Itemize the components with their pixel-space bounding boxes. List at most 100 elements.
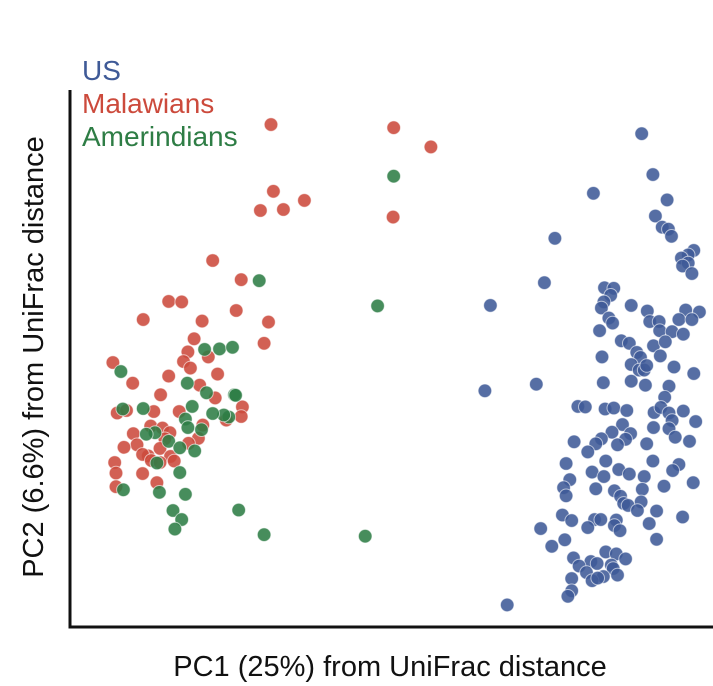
point-us-117	[649, 532, 664, 547]
point-us-83	[598, 453, 614, 469]
point-amerindians-9	[228, 388, 243, 403]
point-malawians-4	[297, 193, 312, 208]
point-us-81	[682, 434, 697, 449]
point-us-48	[666, 359, 682, 375]
point-us-41	[594, 349, 610, 365]
point-malawians-20	[105, 355, 121, 370]
point-us-105	[649, 503, 664, 519]
point-us-78	[610, 437, 625, 453]
point-us-39	[676, 326, 691, 342]
point-amerindians-3	[197, 342, 212, 357]
point-us-74	[566, 434, 582, 450]
point-malawians-25	[125, 375, 140, 391]
point-us-91	[596, 469, 612, 484]
point-amerindians-21	[139, 426, 154, 442]
point-malawians-2	[423, 139, 439, 155]
point-amerindians-34	[256, 527, 272, 543]
point-us-131	[610, 567, 625, 583]
point-malawians-10	[161, 294, 176, 309]
point-amerindians-18	[180, 420, 196, 435]
point-us-0	[634, 126, 650, 141]
point-us-134	[590, 570, 606, 586]
point-malawians-9	[233, 272, 249, 288]
point-us-3	[659, 192, 675, 208]
point-amerindians-7	[180, 375, 195, 391]
point-malawians-8	[205, 253, 220, 268]
point-amerindians-33	[167, 521, 183, 537]
point-amerindians-4	[212, 341, 227, 357]
point-us-51	[596, 375, 611, 391]
point-us-79	[580, 444, 596, 460]
point-amerindians-23	[172, 440, 188, 456]
point-us-1	[645, 167, 661, 182]
point-us-7	[664, 229, 679, 244]
point-us-96	[635, 482, 650, 497]
legend-entry-malawians: Malawians	[82, 88, 214, 119]
point-us-30	[671, 312, 687, 327]
point-amerindians-1	[251, 273, 267, 289]
point-us-53	[638, 377, 653, 393]
point-us-113	[593, 512, 609, 527]
point-us-27	[605, 315, 620, 331]
point-malawians-11	[174, 294, 189, 310]
point-us-21	[483, 298, 498, 313]
point-us-34	[592, 323, 607, 339]
point-malawians-24	[210, 366, 225, 382]
point-malawians-52	[166, 453, 182, 469]
point-us-55	[686, 366, 702, 381]
point-amerindians-12	[135, 401, 151, 416]
point-us-8	[547, 231, 563, 246]
legend-entry-us: US	[82, 55, 121, 86]
point-us-107	[564, 513, 580, 528]
point-malawians-38	[233, 409, 249, 424]
point-amerindians-2	[370, 298, 385, 314]
point-us-2	[586, 186, 601, 201]
y-axis-label: PC2 (6.6%) from UniFrac distance	[18, 136, 50, 578]
point-amerindians-6	[113, 364, 129, 379]
point-us-68	[646, 420, 661, 435]
point-malawians-53	[135, 466, 150, 481]
point-malawians-57	[228, 303, 244, 318]
point-us-71	[604, 424, 620, 440]
point-amerindians-25	[149, 455, 165, 471]
point-us-61	[619, 403, 635, 418]
point-malawians-5	[253, 203, 268, 218]
point-us-93	[656, 478, 672, 494]
point-us-92	[636, 469, 652, 484]
point-amerindians-29	[178, 487, 193, 502]
point-us-49	[477, 383, 493, 399]
point-us-100	[558, 488, 574, 504]
point-amerindians-31	[231, 502, 246, 518]
point-us-88	[622, 466, 637, 482]
point-us-58	[578, 399, 593, 415]
point-us-115	[612, 523, 628, 539]
point-us-136	[560, 589, 576, 604]
point-us-137	[499, 597, 515, 613]
point-us-67	[615, 417, 630, 432]
point-malawians-21	[183, 360, 198, 376]
point-amerindians-27	[116, 482, 131, 498]
point-us-116	[675, 509, 690, 525]
point-us-129	[564, 571, 580, 586]
point-us-52	[623, 373, 639, 389]
point-us-111	[533, 521, 549, 536]
point-us-125	[589, 556, 605, 571]
point-us-60	[606, 400, 622, 416]
point-malawians-14	[261, 314, 276, 330]
point-us-82	[558, 456, 574, 471]
point-us-70	[688, 414, 704, 429]
point-us-119	[544, 539, 560, 554]
point-us-89	[665, 463, 681, 478]
point-malawians-54	[108, 465, 124, 481]
point-amerindians-10	[199, 385, 214, 401]
point-us-38	[658, 334, 673, 350]
point-malawians-1	[386, 120, 402, 135]
point-us-20	[594, 300, 609, 316]
point-malawians-12	[135, 312, 151, 327]
point-us-4	[648, 208, 663, 224]
point-us-47	[639, 358, 655, 373]
point-malawians-0	[263, 117, 279, 132]
point-malawians-13	[194, 313, 210, 329]
